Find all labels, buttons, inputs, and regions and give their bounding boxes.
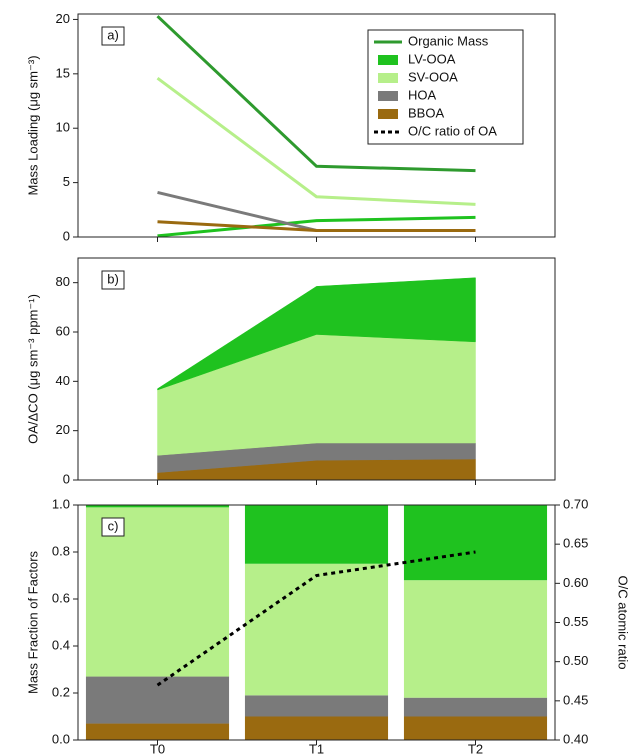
y-axis-title: Mass Loading (μg sm⁻³) [25, 55, 40, 195]
y2-axis-title: O/C atomic ratio [616, 576, 631, 670]
stacked-area [157, 334, 476, 456]
bar-segment [85, 723, 230, 740]
data-line [156, 76, 476, 206]
y-tick-label: 5 [63, 174, 70, 189]
bar-segment [403, 505, 548, 581]
panel-label: c) [108, 518, 119, 533]
y-tick-label: 0 [63, 228, 70, 243]
legend-swatch [378, 55, 398, 65]
legend-label: SV-OOA [408, 69, 458, 84]
y-tick-label: 0.0 [52, 731, 70, 746]
y2-tick-label: 0.65 [563, 536, 588, 551]
y-tick-label: 0.2 [52, 684, 70, 699]
bar-segment [85, 505, 230, 508]
data-line [157, 220, 476, 232]
panel-label: b) [107, 271, 119, 286]
y-tick-label: 0 [63, 471, 70, 486]
y-tick-label: 15 [56, 65, 70, 80]
y-tick-label: 0.4 [52, 637, 70, 652]
legend-label: BBOA [408, 105, 444, 120]
y-tick-label: 60 [56, 323, 70, 338]
y-tick-label: 10 [56, 120, 70, 135]
bar-segment [244, 563, 389, 696]
legend-label: HOA [408, 87, 437, 102]
bar-segment [244, 695, 389, 717]
y-tick-label: 80 [56, 274, 70, 289]
bar-segment [403, 716, 548, 740]
y-tick-label: 1.0 [52, 496, 70, 511]
bar-segment [244, 505, 389, 564]
stacked-area [157, 277, 476, 391]
panel-label-box [101, 26, 125, 46]
y-axis-title: Mass Fraction of Factors [25, 550, 40, 694]
legend-label: O/C ratio of OA [408, 123, 497, 138]
bar-segment [403, 697, 548, 717]
y2-tick-label: 0.55 [563, 614, 588, 629]
y2-tick-label: 0.60 [563, 575, 588, 590]
panel-label: a) [107, 27, 119, 42]
panel-label-box [101, 270, 125, 290]
x-tick-label: T2 [468, 741, 483, 755]
y-tick-label: 0.8 [52, 543, 70, 558]
data-line [157, 215, 476, 238]
y2-tick-label: 0.40 [563, 731, 588, 746]
y-axis-title: OA/ΔCO (μg sm⁻³ ppm⁻¹) [25, 294, 40, 444]
legend-label: Organic Mass [408, 33, 489, 48]
panel-label-box [101, 517, 125, 537]
legend-swatch [378, 73, 398, 83]
y2-tick-label: 0.70 [563, 496, 588, 511]
legend-swatch [378, 109, 398, 119]
y2-tick-label: 0.45 [563, 692, 588, 707]
y2-tick-label: 0.50 [563, 653, 588, 668]
data-line [156, 15, 476, 173]
y-tick-label: 0.6 [52, 590, 70, 605]
bar-segment [244, 716, 389, 740]
y-tick-label: 20 [56, 422, 70, 437]
legend-box [367, 29, 524, 145]
x-tick-label: T1 [309, 741, 324, 755]
ratio-line [156, 550, 476, 687]
y-tick-label: 20 [56, 11, 70, 26]
legend-label: LV-OOA [408, 51, 456, 66]
legend-swatch [378, 91, 398, 101]
y-tick-label: 40 [56, 373, 70, 388]
bar-segment [403, 580, 548, 698]
x-tick-label: T0 [150, 741, 165, 755]
